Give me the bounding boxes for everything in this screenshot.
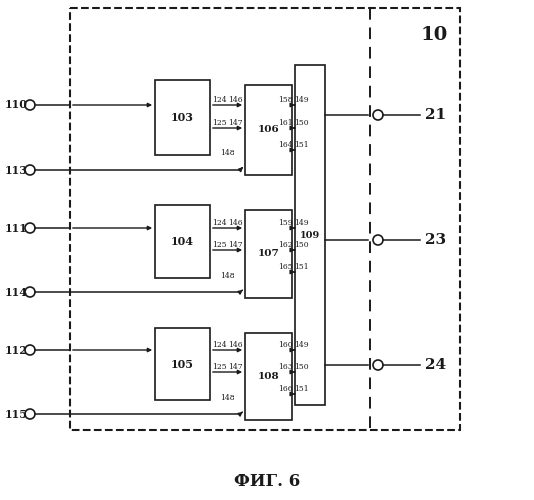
- Text: 124: 124: [212, 96, 226, 104]
- Text: 147: 147: [229, 363, 243, 371]
- Text: 24: 24: [425, 358, 446, 372]
- Text: ФИГ. 6: ФИГ. 6: [234, 474, 300, 490]
- Text: 108: 108: [258, 372, 279, 381]
- Text: 149: 149: [294, 341, 309, 349]
- Bar: [245, 333, 292, 420]
- Text: 163: 163: [278, 363, 293, 371]
- Text: 104: 104: [171, 236, 194, 247]
- Text: 114: 114: [5, 286, 28, 298]
- Text: 125: 125: [212, 363, 226, 371]
- Text: 109: 109: [300, 230, 320, 239]
- Text: 23: 23: [425, 233, 446, 247]
- Text: 150: 150: [294, 119, 309, 127]
- Text: 112: 112: [5, 344, 28, 356]
- Text: 21: 21: [425, 108, 446, 122]
- Text: 125: 125: [212, 241, 226, 249]
- Text: 124: 124: [212, 341, 226, 349]
- Text: 103: 103: [171, 112, 194, 123]
- Bar: [155, 205, 210, 278]
- Bar: [155, 328, 210, 400]
- Text: 113: 113: [5, 164, 28, 175]
- Bar: [245, 210, 292, 298]
- Text: 146: 146: [229, 341, 243, 349]
- Text: 148: 148: [220, 149, 234, 157]
- Text: 148: 148: [220, 272, 234, 280]
- Text: 151: 151: [294, 385, 309, 393]
- Text: 124: 124: [212, 219, 226, 227]
- Text: 160: 160: [278, 341, 293, 349]
- Text: 158: 158: [278, 96, 293, 104]
- Text: 147: 147: [229, 241, 243, 249]
- Bar: [245, 85, 292, 175]
- Text: 10: 10: [421, 26, 448, 44]
- Text: 149: 149: [294, 219, 309, 227]
- Text: 110: 110: [5, 100, 28, 110]
- Text: 151: 151: [294, 141, 309, 149]
- Text: 150: 150: [294, 363, 309, 371]
- Text: 149: 149: [294, 96, 309, 104]
- Text: 106: 106: [257, 126, 279, 134]
- Text: 146: 146: [229, 219, 243, 227]
- Text: 162: 162: [278, 241, 293, 249]
- Text: 125: 125: [212, 119, 226, 127]
- Text: 151: 151: [294, 263, 309, 271]
- Bar: [295, 65, 325, 405]
- Bar: [155, 80, 210, 155]
- Text: 164: 164: [278, 141, 293, 149]
- Bar: [70, 8, 460, 430]
- Text: 148: 148: [220, 394, 234, 402]
- Text: 111: 111: [5, 222, 28, 234]
- Text: 159: 159: [278, 219, 293, 227]
- Text: 166: 166: [278, 385, 293, 393]
- Text: 161: 161: [278, 119, 293, 127]
- Text: 150: 150: [294, 241, 309, 249]
- Text: 107: 107: [257, 250, 279, 258]
- Text: 115: 115: [5, 408, 28, 420]
- Text: 105: 105: [171, 358, 194, 370]
- Text: 146: 146: [229, 96, 243, 104]
- Text: 147: 147: [229, 119, 243, 127]
- Text: 165: 165: [278, 263, 293, 271]
